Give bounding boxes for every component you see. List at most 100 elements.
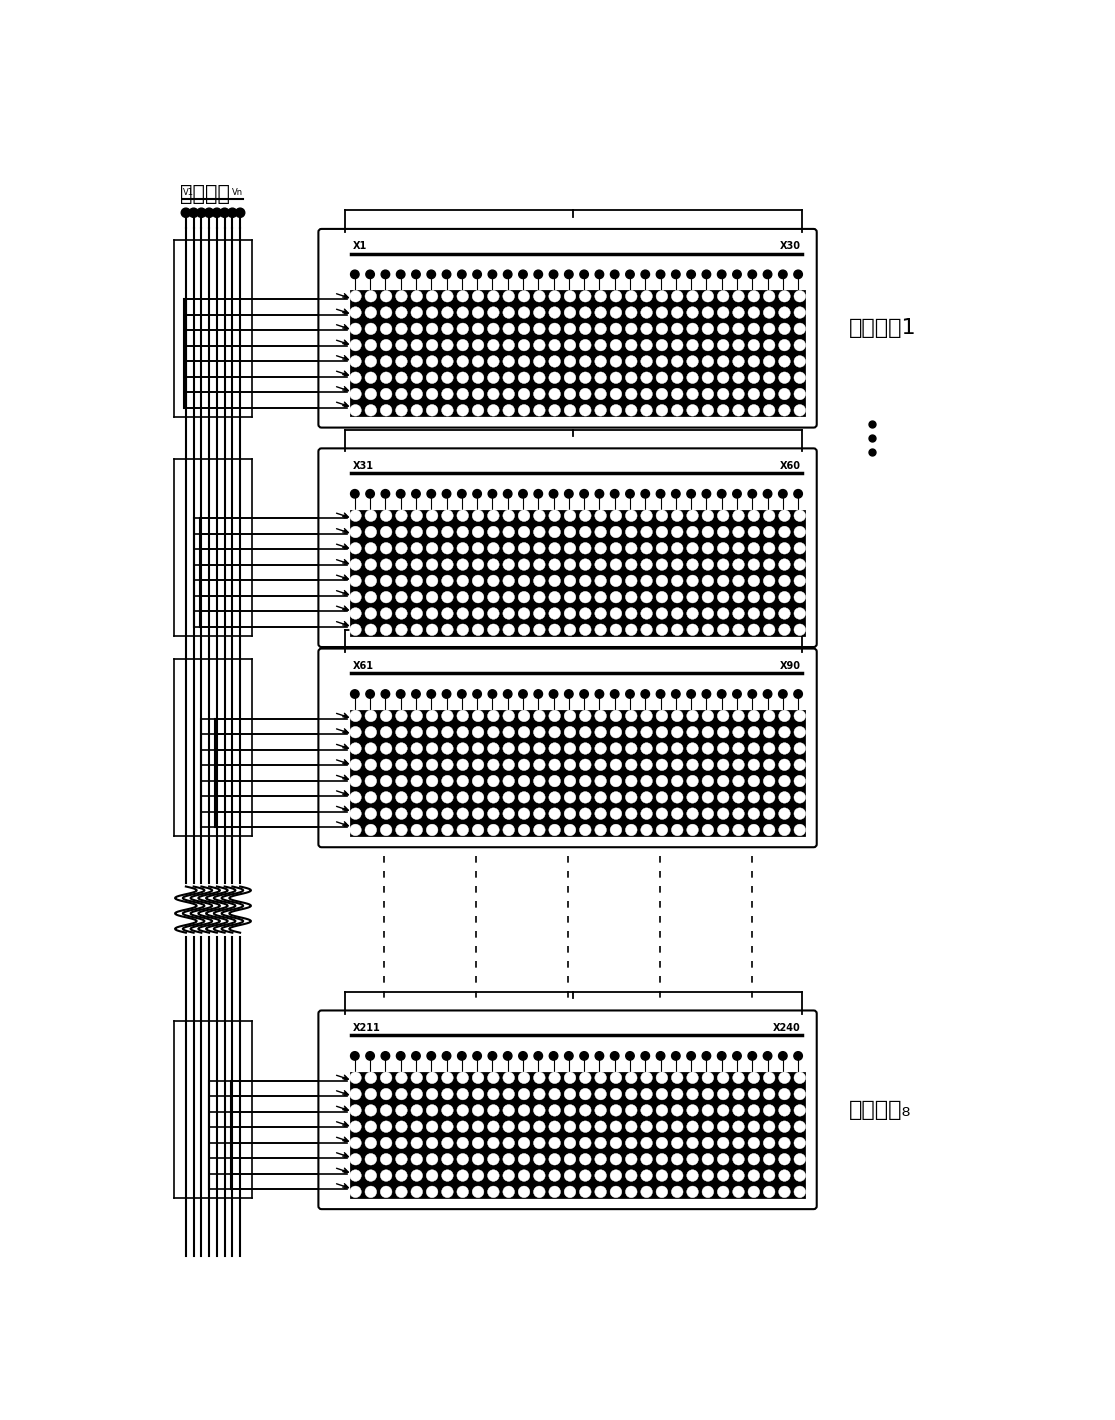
Circle shape (610, 270, 619, 278)
Circle shape (641, 355, 652, 368)
Circle shape (426, 591, 438, 604)
Circle shape (702, 1186, 714, 1197)
Circle shape (487, 1088, 500, 1100)
Circle shape (411, 591, 423, 604)
Circle shape (518, 1072, 530, 1083)
Circle shape (778, 591, 791, 604)
Circle shape (702, 760, 714, 771)
Circle shape (533, 727, 545, 738)
Circle shape (473, 743, 484, 754)
Circle shape (671, 1052, 680, 1061)
Circle shape (487, 710, 500, 721)
Circle shape (671, 591, 683, 604)
Circle shape (503, 760, 514, 771)
Circle shape (473, 388, 484, 400)
Circle shape (365, 791, 377, 804)
Circle shape (365, 388, 377, 400)
Circle shape (426, 1105, 438, 1116)
Circle shape (656, 355, 668, 368)
Circle shape (717, 710, 729, 721)
Circle shape (518, 405, 530, 416)
Circle shape (702, 405, 714, 416)
Circle shape (457, 791, 468, 804)
Circle shape (594, 291, 607, 302)
FancyBboxPatch shape (319, 229, 816, 427)
Circle shape (580, 808, 591, 819)
Circle shape (426, 760, 438, 771)
Circle shape (549, 324, 561, 335)
Circle shape (457, 355, 468, 368)
Circle shape (380, 1088, 392, 1100)
Circle shape (411, 388, 423, 400)
Circle shape (717, 1120, 729, 1133)
Circle shape (778, 824, 791, 836)
Circle shape (794, 324, 806, 335)
Circle shape (503, 405, 514, 416)
Circle shape (764, 791, 775, 804)
Circle shape (717, 559, 729, 571)
Circle shape (397, 270, 405, 278)
Circle shape (626, 372, 637, 383)
Circle shape (533, 824, 545, 836)
Circle shape (702, 591, 714, 604)
Circle shape (641, 1153, 652, 1164)
Circle shape (411, 559, 423, 571)
Circle shape (626, 1088, 637, 1100)
Circle shape (794, 372, 806, 383)
Circle shape (594, 527, 607, 538)
Circle shape (764, 1052, 772, 1061)
Circle shape (426, 623, 438, 636)
Circle shape (473, 1105, 484, 1116)
Circle shape (671, 775, 683, 787)
Circle shape (564, 710, 575, 721)
Circle shape (626, 270, 634, 278)
Circle shape (381, 690, 389, 699)
Circle shape (396, 623, 407, 636)
Circle shape (626, 1105, 637, 1116)
Circle shape (380, 824, 392, 836)
Circle shape (518, 559, 530, 571)
Circle shape (717, 527, 729, 538)
Circle shape (717, 1170, 729, 1181)
Circle shape (702, 775, 714, 787)
Circle shape (580, 824, 591, 836)
Circle shape (702, 575, 714, 586)
Circle shape (733, 339, 745, 351)
Circle shape (518, 270, 527, 278)
Circle shape (594, 1120, 607, 1133)
Circle shape (549, 743, 561, 754)
Circle shape (594, 405, 607, 416)
Circle shape (426, 1170, 438, 1181)
Circle shape (442, 1072, 453, 1083)
Circle shape (549, 623, 561, 636)
Circle shape (687, 307, 698, 318)
FancyBboxPatch shape (319, 449, 816, 648)
Circle shape (487, 307, 500, 318)
Circle shape (794, 1105, 806, 1116)
Circle shape (457, 542, 468, 554)
Circle shape (473, 307, 484, 318)
Circle shape (426, 710, 438, 721)
Circle shape (626, 291, 637, 302)
Circle shape (626, 575, 637, 586)
Circle shape (580, 490, 589, 498)
Circle shape (427, 690, 436, 699)
Circle shape (717, 270, 726, 278)
Circle shape (549, 307, 561, 318)
Circle shape (365, 710, 377, 721)
Circle shape (426, 824, 438, 836)
Circle shape (411, 1153, 423, 1164)
Circle shape (549, 760, 561, 771)
Circle shape (687, 623, 698, 636)
Circle shape (748, 527, 759, 538)
Circle shape (533, 791, 545, 804)
Circle shape (549, 527, 561, 538)
Circle shape (473, 405, 484, 416)
Circle shape (580, 1072, 591, 1083)
Circle shape (733, 690, 741, 699)
Circle shape (518, 791, 530, 804)
Circle shape (764, 608, 775, 619)
Circle shape (687, 743, 698, 754)
Circle shape (442, 808, 453, 819)
Circle shape (457, 743, 468, 754)
